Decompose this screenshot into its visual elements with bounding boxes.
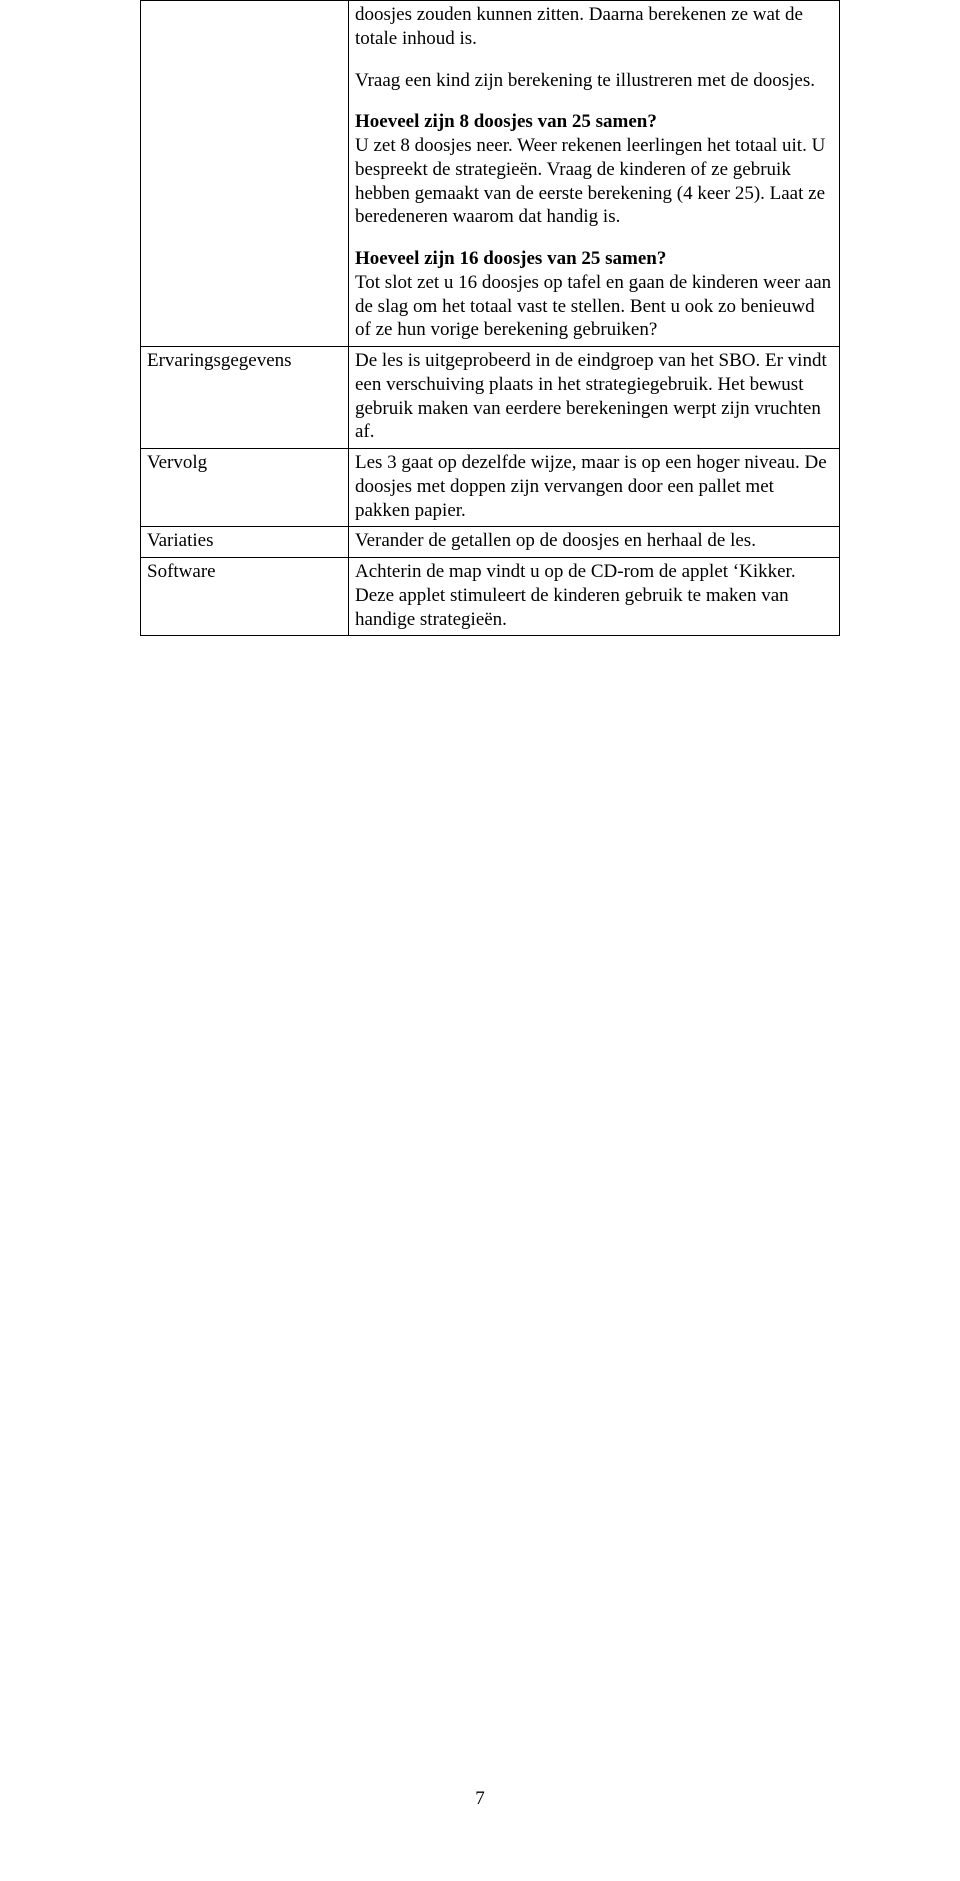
table-row: Variaties Verander de getallen op de doo…: [141, 527, 840, 558]
intro-paragraph: Vraag een kind zijn berekening te illust…: [355, 69, 833, 93]
content-table: doosjes zouden kunnen zitten. Daarna ber…: [140, 0, 840, 636]
row-text-software: Achterin de map vindt u op de CD-rom de …: [349, 558, 840, 636]
table-row: Ervaringsgegevens De les is uitgeprobeer…: [141, 347, 840, 449]
table-row: doosjes zouden kunnen zitten. Daarna ber…: [141, 1, 840, 347]
question-heading: Hoeveel zijn 16 doosjes van 25 samen?: [355, 248, 666, 269]
table-row: Software Achterin de map vindt u op de C…: [141, 558, 840, 636]
question-heading: Hoeveel zijn 8 doosjes van 25 samen?: [355, 111, 657, 132]
row-text-vervolg: Les 3 gaat op dezelfde wijze, maar is op…: [349, 449, 840, 527]
question-block: Hoeveel zijn 16 doosjes van 25 samen? To…: [355, 247, 833, 342]
row-text-variaties: Verander de getallen op de doosjes en he…: [349, 527, 840, 558]
question-block: Hoeveel zijn 8 doosjes van 25 samen? U z…: [355, 110, 833, 229]
intro-label-cell: [141, 1, 349, 347]
question-body: U zet 8 doosjes neer. Weer rekenen leerl…: [355, 135, 825, 227]
row-label-variaties: Variaties: [141, 527, 349, 558]
page-number: 7: [0, 1787, 960, 1811]
row-label-vervolg: Vervolg: [141, 449, 349, 527]
intro-content-cell: doosjes zouden kunnen zitten. Daarna ber…: [349, 1, 840, 347]
row-text-ervaringsgegevens: De les is uitgeprobeerd in de eindgroep …: [349, 347, 840, 449]
page: doosjes zouden kunnen zitten. Daarna ber…: [0, 0, 960, 1881]
row-label-ervaringsgegevens: Ervaringsgegevens: [141, 347, 349, 449]
intro-paragraph: doosjes zouden kunnen zitten. Daarna ber…: [355, 3, 833, 51]
row-label-software: Software: [141, 558, 349, 636]
question-body: Tot slot zet u 16 doosjes op tafel en ga…: [355, 272, 831, 341]
table-row: Vervolg Les 3 gaat op dezelfde wijze, ma…: [141, 449, 840, 527]
